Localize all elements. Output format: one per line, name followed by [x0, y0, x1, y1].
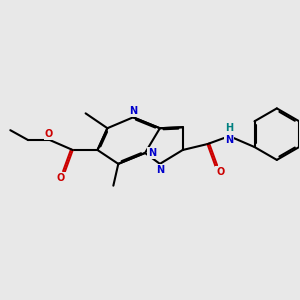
Text: O: O [57, 173, 65, 183]
Text: H: H [225, 123, 233, 133]
Text: N: N [129, 106, 137, 116]
Text: N: N [148, 148, 156, 158]
Text: N: N [225, 135, 233, 145]
Text: N: N [156, 165, 164, 175]
Text: O: O [216, 167, 224, 177]
Text: O: O [45, 129, 53, 139]
